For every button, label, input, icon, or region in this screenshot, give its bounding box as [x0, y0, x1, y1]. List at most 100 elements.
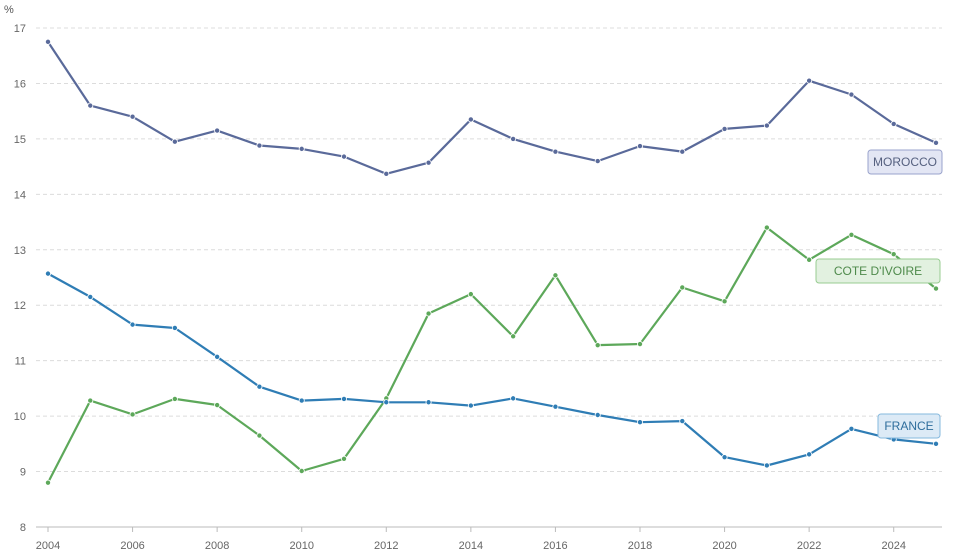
data-point[interactable] — [933, 139, 940, 146]
data-point[interactable] — [256, 383, 263, 390]
data-point[interactable] — [298, 145, 305, 152]
data-point[interactable] — [340, 153, 347, 160]
x-axis-ticks: 2004 2006 2008 2010 2012 2014 2016 2018 2020 2022… — [36, 527, 906, 552]
data-point[interactable] — [637, 143, 644, 150]
data-point[interactable] — [933, 285, 940, 292]
y-tick-label: 9 — [20, 467, 26, 479]
data-point[interactable] — [510, 333, 517, 340]
series-labels: MOROCCO COTE D'IVOIRE FRANCE — [815, 149, 943, 439]
data-point[interactable] — [806, 451, 813, 458]
y-tick-label: 17 — [14, 23, 26, 35]
y-axis-ticks: 8 9 10 11 12 13 14 15 16 17 — [14, 23, 26, 534]
series-line-cote-d-ivoire — [46, 226, 938, 484]
data-point[interactable] — [340, 455, 347, 462]
y-tick-label: 12 — [14, 300, 26, 312]
data-point[interactable] — [637, 419, 644, 426]
series-label-morocco: MOROCCO — [867, 149, 943, 175]
data-point[interactable] — [721, 454, 728, 461]
y-tick-label: 10 — [14, 411, 26, 423]
data-point[interactable] — [171, 395, 178, 402]
series-label-france: FRANCE — [877, 413, 941, 439]
y-tick-label: 11 — [15, 356, 26, 368]
series-label-text: FRANCE — [884, 419, 933, 433]
data-point[interactable] — [214, 353, 221, 360]
data-point[interactable] — [848, 425, 855, 432]
data-point[interactable] — [933, 440, 940, 447]
data-point[interactable] — [383, 170, 390, 177]
x-tick-label: 2024 — [881, 540, 905, 552]
data-point[interactable] — [425, 310, 432, 317]
series-lines — [45, 38, 940, 486]
series-france — [45, 270, 940, 469]
data-point[interactable] — [256, 432, 263, 439]
x-tick-label: 2020 — [712, 540, 736, 552]
data-point[interactable] — [467, 402, 474, 409]
series-label-text: MOROCCO — [873, 155, 937, 169]
x-tick-label: 2022 — [797, 540, 821, 552]
x-tick-label: 2016 — [543, 540, 567, 552]
data-point[interactable] — [763, 224, 770, 231]
series-line-france — [46, 272, 938, 467]
series-label-box — [877, 413, 941, 439]
data-point[interactable] — [552, 403, 559, 410]
data-point[interactable] — [721, 125, 728, 132]
y-tick-label: 13 — [14, 245, 26, 257]
series-label-text: COTE D'IVOIRE — [834, 264, 922, 278]
data-point[interactable] — [763, 122, 770, 129]
data-point[interactable] — [679, 148, 686, 155]
y-tick-label: 15 — [14, 134, 26, 146]
data-point[interactable] — [806, 77, 813, 84]
data-point[interactable] — [129, 113, 136, 120]
data-point[interactable] — [214, 127, 221, 134]
data-point[interactable] — [467, 116, 474, 123]
data-point[interactable] — [45, 479, 52, 486]
data-point[interactable] — [890, 251, 897, 258]
data-point[interactable] — [87, 102, 94, 109]
y-tick-label: 14 — [14, 189, 26, 201]
data-point[interactable] — [679, 284, 686, 291]
y-tick-label: 16 — [14, 78, 26, 90]
data-point[interactable] — [552, 148, 559, 155]
data-point[interactable] — [87, 293, 94, 300]
data-point[interactable] — [467, 291, 474, 298]
data-point[interactable] — [45, 38, 52, 45]
x-tick-label: 2012 — [374, 540, 398, 552]
x-tick-label: 2008 — [205, 540, 229, 552]
data-point[interactable] — [45, 270, 52, 277]
data-point[interactable] — [298, 468, 305, 475]
data-point[interactable] — [594, 342, 601, 349]
data-point[interactable] — [721, 298, 728, 305]
data-point[interactable] — [340, 395, 347, 402]
data-point[interactable] — [679, 418, 686, 425]
data-point[interactable] — [425, 159, 432, 166]
data-point[interactable] — [298, 397, 305, 404]
data-point[interactable] — [171, 324, 178, 331]
data-point[interactable] — [552, 272, 559, 279]
data-point[interactable] — [806, 256, 813, 263]
x-tick-label: 2014 — [459, 540, 483, 552]
data-point[interactable] — [594, 412, 601, 419]
data-point[interactable] — [510, 395, 517, 402]
data-point[interactable] — [763, 462, 770, 469]
data-point[interactable] — [171, 138, 178, 145]
data-point[interactable] — [129, 411, 136, 418]
data-point[interactable] — [87, 397, 94, 404]
data-point[interactable] — [425, 399, 432, 406]
data-point[interactable] — [256, 142, 263, 149]
data-point[interactable] — [383, 399, 390, 406]
data-point[interactable] — [129, 321, 136, 328]
series-label-box — [815, 258, 941, 284]
series-cote-d-ivoire — [45, 224, 940, 486]
x-tick-label: 2006 — [120, 540, 144, 552]
data-point[interactable] — [848, 231, 855, 238]
data-point[interactable] — [848, 91, 855, 98]
data-point[interactable] — [214, 402, 221, 409]
data-point[interactable] — [890, 120, 897, 127]
data-point[interactable] — [637, 341, 644, 348]
grid-lines — [36, 27, 942, 528]
data-point[interactable] — [510, 135, 517, 142]
x-tick-label: 2018 — [628, 540, 652, 552]
data-point[interactable] — [594, 158, 601, 165]
series-label-cote-d-ivoire: COTE D'IVOIRE — [815, 258, 941, 284]
